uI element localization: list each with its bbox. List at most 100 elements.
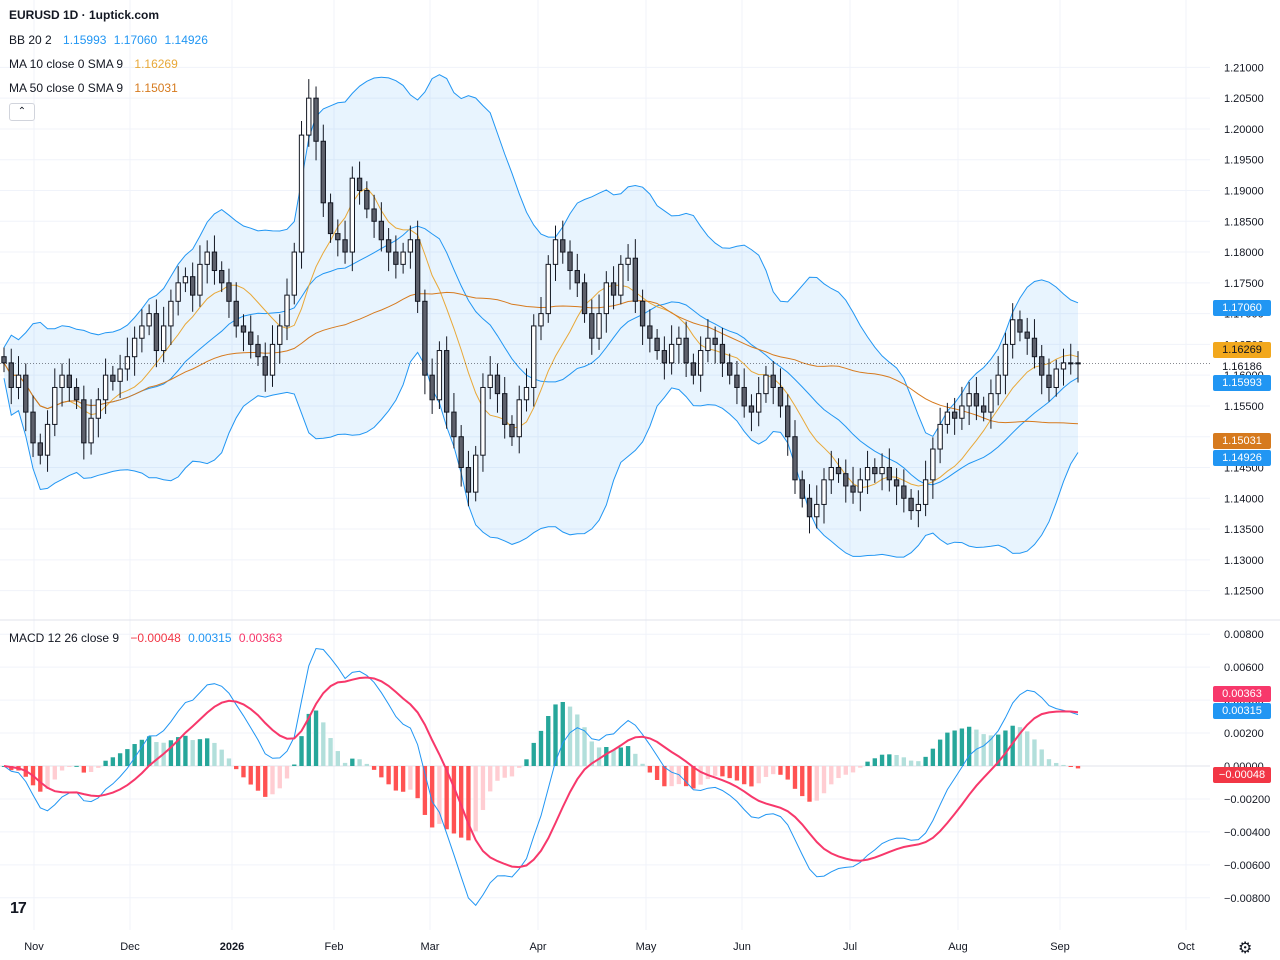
candle-body <box>966 393 972 407</box>
ma10-line <box>3 187 1079 489</box>
price-axis-label: 1.17500 <box>1224 278 1264 290</box>
candle-body <box>356 177 363 191</box>
macd-legend[interactable]: MACD 12 26 close 9 −0.00048 0.00315 0.00… <box>9 631 286 645</box>
macd-line-tag: 0.00315 <box>1213 703 1271 719</box>
macd-hist-bar <box>916 761 921 766</box>
macd-axis-label: 0.00200 <box>1224 728 1264 740</box>
price-axis-label: 1.21000 <box>1224 62 1264 74</box>
candle-body <box>443 350 450 413</box>
candle-body <box>988 393 994 413</box>
macd-hist-bar <box>393 766 399 791</box>
candle-body <box>610 282 617 296</box>
macd-hist-tag: −0.00048 <box>1213 767 1271 783</box>
candle-body <box>995 374 1001 395</box>
candle-body <box>661 350 668 364</box>
macd-hist-bar <box>117 753 123 766</box>
candle-body <box>451 411 457 438</box>
macd-axis-label: −0.00600 <box>1224 860 1270 872</box>
time-axis-label: May <box>636 941 657 953</box>
candle-body <box>226 282 232 302</box>
macd-hist-bar <box>350 758 355 766</box>
candle-body <box>473 454 479 493</box>
macd-hist-bar <box>59 766 65 771</box>
candle-body <box>117 368 123 382</box>
collapse-legend-button[interactable]: ⌃ <box>9 103 35 121</box>
gear-icon[interactable]: ⚙ <box>1238 940 1253 957</box>
macd-hist-bar <box>560 701 565 766</box>
candle-body <box>88 417 94 444</box>
time-axis-label: Nov <box>24 941 44 953</box>
candle-body <box>959 405 965 419</box>
macd-hist-bar <box>582 727 587 766</box>
macd-hist-bar <box>241 766 246 778</box>
macd-hist-bar <box>858 766 863 768</box>
candle-body <box>400 251 406 265</box>
candle-body <box>930 448 936 481</box>
macd-hist-bar <box>821 766 827 794</box>
ma50-legend[interactable]: MA 50 close 0 SMA 9 1.15031 <box>9 81 182 95</box>
macd-hist-bar <box>197 739 203 766</box>
candle-body <box>313 97 319 142</box>
bb-basis-tag: 1.15993 <box>1213 375 1271 391</box>
macd-hist-bar <box>778 766 783 775</box>
time-axis-label: Aug <box>948 941 968 953</box>
candle-body <box>248 331 254 345</box>
candle-body <box>835 467 842 475</box>
macd-hist-bar <box>1039 749 1044 766</box>
ma50-legend-name: MA 50 close 0 SMA 9 <box>9 81 124 95</box>
bb-legend[interactable]: BB 20 2 1.15993 1.17060 1.14926 <box>9 33 212 47</box>
macd-hist-bar <box>567 706 573 766</box>
macd-hist-bar <box>742 766 747 785</box>
candle-body <box>139 325 145 339</box>
macd-hist-bar <box>168 740 174 766</box>
candle-body <box>1024 331 1030 339</box>
candle-body <box>1031 337 1038 358</box>
candle-body <box>712 337 718 345</box>
macd-hist-bar <box>524 759 529 766</box>
candle-body <box>618 263 624 296</box>
candle-body <box>589 313 595 339</box>
macd-hist-bar <box>894 754 899 766</box>
macd-hist-bar <box>683 766 689 787</box>
macd-hist-bar <box>654 766 660 780</box>
candle-body <box>146 313 152 327</box>
bb-basis-value: 1.15993 <box>63 33 107 47</box>
ma50-tag: 1.15031 <box>1213 433 1271 449</box>
macd-hist-bar <box>371 766 377 770</box>
ma10-legend[interactable]: MA 10 close 0 SMA 9 1.16269 <box>9 57 182 71</box>
macd-hist-bar <box>596 747 602 766</box>
macd-hist-bar <box>175 737 181 766</box>
macd-hist-bar <box>415 766 420 799</box>
macd-hist-bar <box>691 766 696 789</box>
macd-hist-bar <box>807 766 812 802</box>
candle-body <box>284 294 290 327</box>
candle-body <box>719 343 726 364</box>
candle-body <box>153 313 160 352</box>
chart-title: EURUSD 1D · 1uptick.com <box>9 8 160 22</box>
macd-hist-bar <box>829 766 834 785</box>
macd-hist-bar <box>1010 725 1015 766</box>
candle-body <box>603 282 609 315</box>
candle-body <box>458 436 464 469</box>
candle-body <box>1017 319 1023 333</box>
candle-body <box>1 356 7 364</box>
macd-hist-bar <box>321 722 326 766</box>
candle-body <box>632 257 639 302</box>
time-axis-label: Jun <box>733 941 751 953</box>
macd-hist-bar <box>720 766 725 777</box>
ma10-tag: 1.16269 <box>1213 342 1271 358</box>
macd-hist-bar <box>763 766 769 777</box>
candle-body <box>385 239 392 253</box>
candle-body <box>364 190 370 210</box>
tradingview-logo-icon[interactable]: 17 <box>10 900 27 917</box>
candle-body <box>596 313 602 339</box>
price-axis-label: 1.13500 <box>1224 524 1264 536</box>
candle-body <box>785 405 791 438</box>
candle-body <box>806 497 813 518</box>
macd-hist-bar <box>749 766 754 787</box>
macd-hist-bar <box>618 747 624 766</box>
macd-line-value: 0.00315 <box>188 631 232 645</box>
macd-hist-bar <box>814 766 819 801</box>
candle-body <box>951 411 958 419</box>
